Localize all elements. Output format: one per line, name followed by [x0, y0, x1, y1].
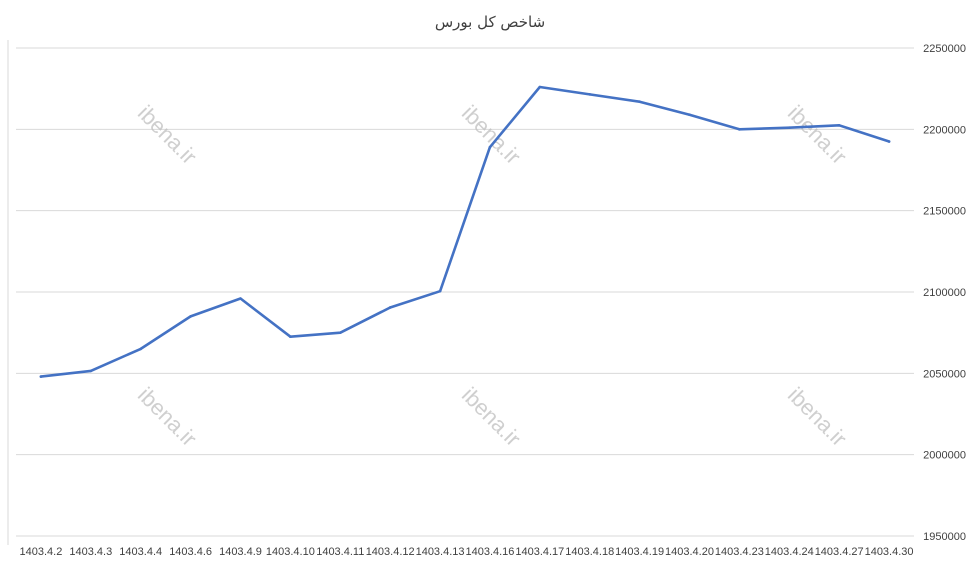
data-point: [538, 85, 542, 89]
x-tick-label: 1403.4.20: [665, 546, 714, 558]
data-point: [388, 306, 392, 309]
x-tick-label: 1403.4.9: [219, 546, 262, 558]
data-point: [837, 123, 841, 127]
x-tick-label: 1403.4.19: [615, 546, 664, 558]
x-tick-label: 1403.4.12: [366, 546, 415, 558]
series-layer: [39, 85, 891, 378]
gridlines: [16, 47, 914, 537]
data-point: [289, 335, 292, 339]
watermark-text: ibena.ir: [133, 382, 202, 451]
data-point: [787, 126, 791, 130]
series-line: [39, 85, 891, 378]
y-tick-label: 2250000: [923, 43, 966, 55]
x-tick-label: 1403.4.13: [416, 546, 465, 558]
data-point: [688, 113, 691, 116]
data-point: [239, 297, 242, 300]
x-tick-label: 1403.4.11: [316, 546, 364, 558]
data-point: [588, 93, 592, 96]
data-point: [887, 140, 891, 143]
data-point: [139, 347, 143, 351]
y-tick-label: 1950000: [923, 531, 966, 543]
x-tick-label: 1403.4.4: [119, 546, 162, 558]
x-tick-label: 1403.4.18: [565, 546, 614, 558]
y-tick-label: 2100000: [923, 287, 966, 299]
watermark-text: ibena.ir: [133, 100, 202, 169]
x-tick-label: 1403.4.3: [69, 546, 112, 558]
x-tick-label: 1403.4.10: [266, 546, 315, 558]
x-tick-label: 1403.4.30: [865, 546, 914, 558]
data-point: [438, 289, 442, 293]
y-axis-ticks: 1950000 2000000 2050000 2100000 2150000 22000…: [923, 43, 966, 543]
x-tick-label: 1403.4.2: [20, 546, 63, 558]
x-tick-label: 1403.4.17: [515, 546, 564, 558]
x-axis-ticks: 1403.4.2 1403.4.3 1403.4.4 1403.4.6 1403.4.9…: [20, 546, 914, 558]
watermark-text: ibena.ir: [457, 100, 526, 169]
y-tick-label: 2200000: [923, 124, 966, 136]
x-tick-label: 1403.4.27: [815, 546, 864, 558]
data-point: [338, 331, 342, 334]
data-point: [39, 375, 43, 378]
chart-title: شاخص کل بورس: [435, 13, 545, 31]
x-tick-label: 1403.4.24: [765, 546, 814, 558]
data-point: [89, 369, 93, 373]
y-tick-label: 2150000: [923, 206, 966, 218]
watermark-text: ibena.ir: [457, 382, 526, 451]
data-point: [638, 100, 641, 103]
x-tick-label: 1403.4.23: [715, 546, 764, 558]
y-tick-label: 2000000: [923, 450, 966, 462]
data-point: [488, 145, 492, 149]
x-tick-label: 1403.4.16: [465, 546, 514, 558]
data-point: [189, 315, 192, 318]
watermark-text: ibena.ir: [783, 100, 852, 169]
watermarks: ibena.ir ibena.ir ibena.ir ibena.ir ibena.ir…: [133, 100, 852, 451]
watermark-text: ibena.ir: [783, 382, 852, 451]
data-point: [738, 128, 741, 131]
y-tick-label: 2050000: [923, 368, 966, 380]
x-tick-label: 1403.4.6: [169, 546, 212, 558]
